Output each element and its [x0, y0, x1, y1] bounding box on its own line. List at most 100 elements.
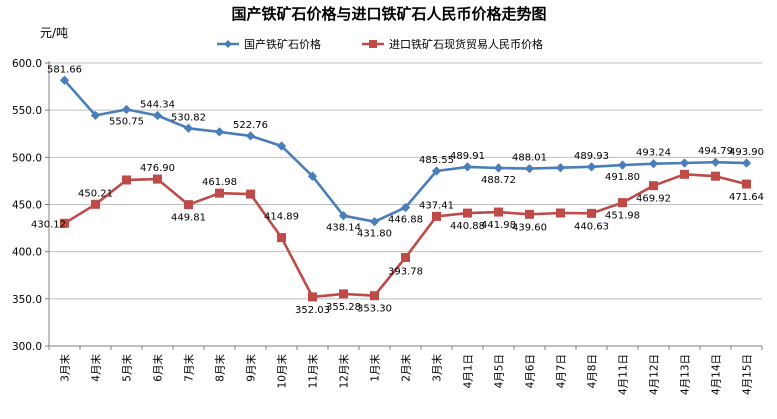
data-point: [90, 110, 101, 120]
series-lines: [59, 75, 752, 302]
x-tick-label: 6月末: [152, 354, 165, 382]
data-point: [555, 208, 565, 218]
data-label: 489.91: [450, 151, 485, 162]
data-point: [617, 198, 627, 208]
series-line-2: [63, 173, 747, 299]
data-point: [617, 160, 628, 170]
data-point: [586, 162, 597, 172]
y-tick-labels: 300.0 350.0 400.0 450.0 500.0 550.0 600.0: [12, 58, 42, 353]
y-tick-label: 400.0: [12, 247, 42, 259]
x-tick-label: 8月末: [214, 354, 227, 382]
x-tick-label: 4月5日: [494, 354, 506, 388]
data-point: [91, 199, 101, 209]
data-label: 491.80: [605, 172, 640, 183]
data-label: 485.55: [419, 155, 454, 166]
data-label: 353.30: [357, 304, 392, 315]
legend-marker-2: [369, 40, 377, 48]
data-label: 530.82: [171, 112, 206, 123]
legend-label-2: 进口铁矿石现货贸易人民币价格: [389, 37, 543, 51]
data-label: 438.14: [326, 223, 361, 234]
data-label: 440.63: [574, 221, 609, 232]
data-label: 469.92: [636, 194, 671, 205]
data-point: [524, 209, 534, 219]
data-label: 494.79: [698, 146, 733, 157]
legend-label-1: 国产铁矿石价格: [244, 37, 321, 51]
data-point: [493, 207, 503, 217]
x-tick-labels: 3月末 4月末 5月末 6月末 7月末 8月末 9月末 10月末 11月末 12月末 1月末 2月末 3…: [59, 354, 754, 396]
x-tick-label: 5月末: [121, 354, 134, 382]
x-tick-label: 7月末: [183, 354, 196, 382]
data-point: [431, 211, 441, 221]
x-tick-label: 4月6日: [525, 354, 537, 388]
data-label: 441.98: [481, 220, 516, 231]
data-label: 471.64: [729, 192, 764, 203]
data-label: 414.89: [264, 212, 299, 223]
y-tick-label: 350.0: [12, 294, 42, 306]
data-point: [741, 179, 751, 189]
x-tick-label: 4月8日: [587, 354, 599, 388]
data-point: [122, 175, 132, 185]
data-label: 431.80: [357, 229, 392, 240]
data-label: 446.88: [388, 214, 423, 225]
y-tick-label: 600.0: [12, 58, 42, 70]
data-point: [679, 169, 689, 179]
data-point: [369, 291, 379, 301]
data-point: [338, 211, 349, 221]
y-tick-label: 300.0: [12, 341, 42, 353]
data-label: 488.01: [512, 153, 547, 164]
x-tick-label: 3月末: [59, 354, 72, 382]
data-point: [524, 164, 535, 174]
data-label: 476.90: [140, 163, 175, 174]
data-point: [462, 208, 472, 218]
data-point: [648, 181, 658, 191]
data-point: [307, 171, 318, 181]
data-label: 450.21: [78, 188, 113, 199]
x-tick-label: 4月13日: [680, 354, 692, 395]
x-tick-label: 2月末: [400, 354, 413, 382]
x-tick-label: 4月7日: [556, 354, 568, 388]
data-point: [369, 217, 380, 227]
legend-marker-1: [224, 40, 232, 48]
data-label: 493.90: [729, 147, 764, 158]
data-point: [400, 253, 410, 263]
data-point: [153, 174, 163, 184]
data-point: [648, 159, 659, 169]
data-label: 581.66: [47, 64, 82, 75]
data-label: 488.72: [481, 175, 516, 186]
x-tick-label: 10月末: [276, 354, 289, 389]
data-label: 451.98: [605, 211, 640, 222]
x-tick-label: 11月末: [307, 354, 320, 389]
x-tick-label: 4月14日: [711, 354, 723, 395]
data-point: [710, 157, 721, 167]
data-point: [184, 200, 194, 210]
data-label: 522.76: [233, 120, 268, 131]
axes: [45, 61, 763, 350]
x-tick-label: 3月末: [431, 354, 444, 382]
data-point: [431, 166, 442, 176]
data-label: 352.03: [295, 305, 330, 316]
data-label: 393.78: [388, 267, 423, 278]
x-tick-label: 4月末: [90, 354, 103, 382]
data-label: 439.60: [512, 222, 547, 233]
data-point: [276, 141, 287, 151]
data-point: [59, 75, 70, 85]
data-label: 489.93: [574, 151, 609, 162]
data-point: [152, 110, 163, 121]
x-tick-label: 12月末: [338, 354, 351, 389]
data-point: [555, 163, 566, 173]
data-label: 440.88: [450, 221, 485, 232]
y-tick-label: 550.0: [12, 105, 42, 117]
x-tick-label: 4月1日: [463, 354, 475, 388]
x-tick-label: 4月12日: [649, 354, 661, 395]
data-point: [741, 158, 752, 168]
y-tick-label: 450.0: [12, 200, 42, 212]
data-point: [400, 202, 411, 213]
chart-title: 国产铁矿石价格与进口铁矿石人民币价格走势图: [231, 5, 546, 23]
data-point: [586, 208, 596, 218]
data-point: [493, 163, 504, 173]
data-label: 493.24: [636, 148, 671, 159]
data-point: [307, 292, 317, 302]
data-point: [246, 189, 256, 199]
data-label: 550.75: [109, 116, 144, 127]
